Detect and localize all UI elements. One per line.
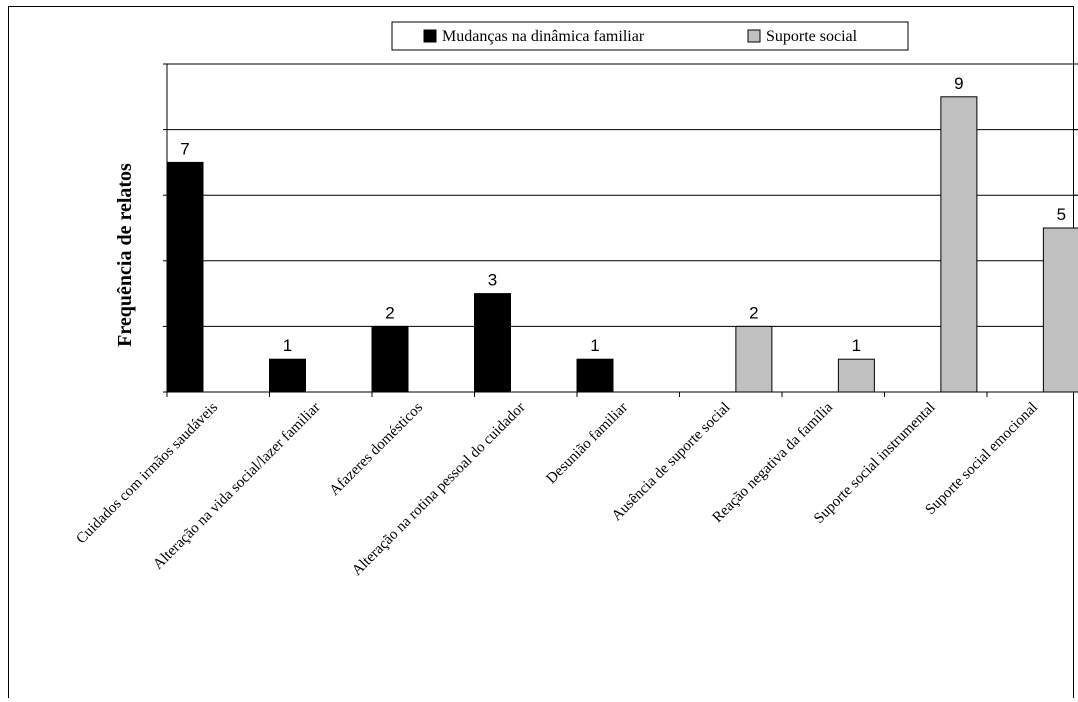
bar-value-label: 9 <box>954 74 963 93</box>
bars <box>166 96 1078 393</box>
bar-value-label: 1 <box>852 336 861 355</box>
legend-box <box>391 21 909 51</box>
category-label: Suporte social instrumental <box>811 400 938 527</box>
bar <box>940 96 978 393</box>
bar-value-label: 1 <box>283 336 292 355</box>
bar <box>166 161 204 393</box>
bar-value-label: 2 <box>385 303 394 322</box>
bar <box>474 293 511 393</box>
bar <box>269 358 306 393</box>
gridlines <box>167 63 1078 327</box>
category-label: Alteração na rotina pessoal do cuidador <box>349 400 528 579</box>
bar-value-label: 5 <box>1057 205 1066 224</box>
legend-swatch-suporte <box>747 29 761 43</box>
bar-value-label: 1 <box>590 336 599 355</box>
category-label: Reação negativa da família <box>710 399 837 526</box>
bar <box>371 325 409 393</box>
category-label: Ausência de suporte social <box>609 400 734 525</box>
category-label: Suporte social emocional <box>923 400 1042 519</box>
category-label: Afazeres domésticos <box>327 399 426 498</box>
bar-value-label: 2 <box>749 303 758 322</box>
category-label: Desunião familiar <box>543 400 631 488</box>
bar <box>1042 227 1078 393</box>
bar <box>576 358 614 393</box>
bar <box>735 325 773 393</box>
value-labels: 7 1 2 3 1 2 1 9 5 <box>180 74 1066 355</box>
bar-value-label: 3 <box>488 271 497 290</box>
legend-label-mudancas: Mudanças na dinâmica familiar <box>442 28 645 45</box>
legend-swatch-mudancas <box>423 29 437 43</box>
legend-label-suporte: Suporte social <box>766 28 858 45</box>
bar-value-label: 7 <box>180 139 189 158</box>
legend: Mudanças na dinâmica familiar Suporte so… <box>391 21 909 51</box>
bar <box>837 358 875 393</box>
category-label: Alteração na vida social/lazer familiar <box>150 400 323 573</box>
y-axis-label: Frequência de relatos <box>114 163 136 347</box>
